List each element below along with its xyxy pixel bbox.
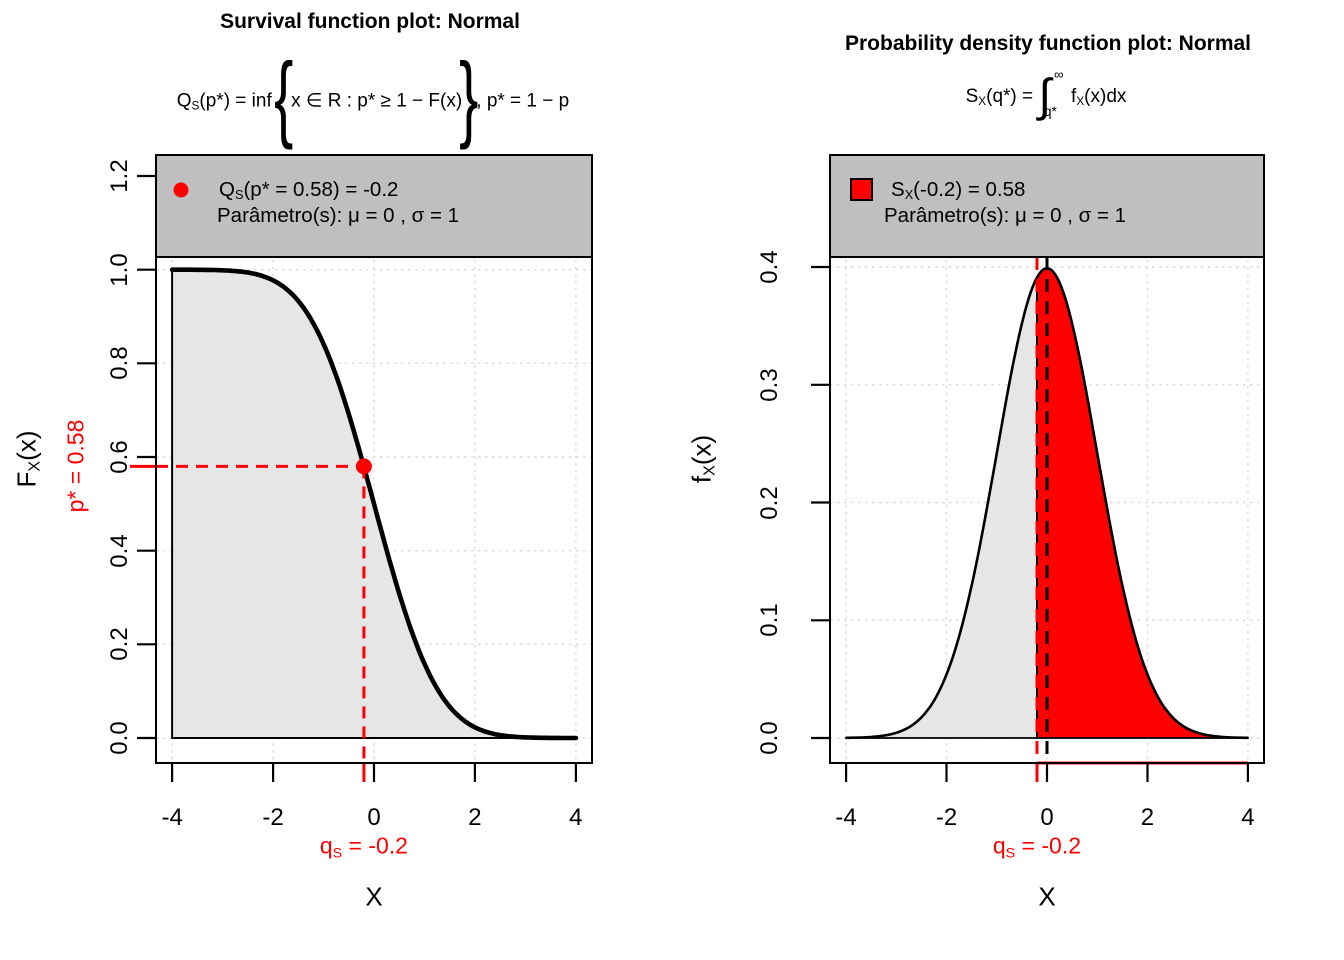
left-plot-formula: QS(p*) = inf {x ∈ R : p* ≥ 1 − F(x)}, p*… bbox=[176, 43, 570, 151]
left-y-tick-label: 1.2 bbox=[106, 159, 133, 193]
sub-token: X bbox=[978, 94, 987, 108]
legend-box bbox=[829, 154, 1265, 258]
intgrp-token: ∫ ∞ q* bbox=[1038, 67, 1071, 121]
sub-token: S bbox=[332, 845, 343, 862]
left-y-tick-label: 1.0 bbox=[106, 252, 133, 287]
text-token: S bbox=[965, 86, 979, 108]
text-token: (x) bbox=[686, 434, 717, 466]
intlims-token: ∞ q* bbox=[1044, 67, 1071, 121]
sub-token: S bbox=[1005, 845, 1016, 862]
left-plot-title: Survival function plot: Normal bbox=[220, 10, 520, 33]
text-token: q bbox=[992, 832, 1006, 859]
right-legend-entry: SX(-0.2) = 0.58 bbox=[891, 178, 1025, 202]
text-token: x ∈ R : p* ≥ 1 − F(x) bbox=[291, 90, 463, 112]
right-panel bbox=[811, 154, 1265, 782]
legend-point-marker bbox=[173, 182, 189, 198]
left-x-tick-label: 4 bbox=[569, 804, 583, 831]
right-y-tick-label: 0.0 bbox=[756, 721, 783, 755]
left-x-tick-label: 0 bbox=[367, 804, 381, 831]
text-token: (p* = 0.58) = -0.2 bbox=[243, 177, 399, 201]
right-y-tick-label: 0.2 bbox=[756, 485, 783, 520]
marked-point bbox=[355, 458, 372, 475]
left-x-tick-label: -2 bbox=[262, 804, 284, 831]
text-token: S bbox=[891, 177, 905, 201]
legend-area-marker bbox=[850, 178, 873, 201]
left-legend-parameters: Parâmetro(s): μ = 0 , σ = 1 bbox=[217, 204, 460, 227]
right-x-tick-label: 0 bbox=[1040, 804, 1054, 831]
left-x-tick-label: -4 bbox=[161, 804, 183, 831]
left-x-axis-label: X bbox=[365, 881, 383, 912]
sub-token: X bbox=[25, 460, 44, 472]
right-y-tick-label: 0.4 bbox=[756, 250, 783, 284]
right-x-tick-label: -4 bbox=[835, 804, 857, 831]
text-token: (-0.2) = 0.58 bbox=[913, 177, 1026, 201]
right-y-tick-label: 0.3 bbox=[756, 368, 783, 402]
text-token: (x) bbox=[11, 430, 42, 461]
intbot-token: q* bbox=[1044, 104, 1057, 119]
left-legend-entry: QS(p* = 0.58) = -0.2 bbox=[219, 178, 398, 202]
left-y-tick-label: 0.8 bbox=[106, 346, 133, 381]
right-plot-title: Probability density function plot: Norma… bbox=[844, 32, 1252, 55]
text-token: f bbox=[686, 475, 717, 484]
sub-token: X bbox=[700, 465, 719, 476]
right-y-tick-label: 0.1 bbox=[756, 603, 783, 637]
pdf-left-tail-fill bbox=[845, 277, 1038, 739]
text-token: f bbox=[1071, 86, 1077, 108]
survival-curve bbox=[169, 267, 579, 741]
right-x-tick-label: 2 bbox=[1140, 804, 1155, 831]
inttop-token: ∞ bbox=[1054, 67, 1064, 82]
left-y-axis-label: FX(x) bbox=[11, 431, 44, 488]
text-token: q bbox=[319, 832, 333, 859]
text-token: Q bbox=[219, 177, 235, 201]
text-token: = -0.2 bbox=[342, 832, 408, 859]
right-legend-parameters: Parâmetro(s): μ = 0 , σ = 1 bbox=[884, 204, 1127, 227]
sub-token: S bbox=[191, 99, 200, 113]
text-token: , p* = 1 − p bbox=[476, 90, 570, 112]
text-token: (x)dx bbox=[1084, 86, 1127, 108]
left-y-tick-label: 0.2 bbox=[106, 627, 133, 662]
text-token: (q*) = bbox=[986, 86, 1039, 108]
left-y-tick-label: 0.4 bbox=[106, 533, 133, 568]
left-x-tick-label: 2 bbox=[468, 804, 482, 831]
text-token: Q bbox=[176, 90, 192, 112]
right-x-axis-label: X bbox=[1038, 881, 1056, 912]
text-token: (p*) = inf bbox=[199, 90, 278, 112]
left-panel bbox=[130, 154, 593, 782]
right-quantile-annotation: qS = -0.2 bbox=[993, 833, 1081, 862]
sub-token: S bbox=[234, 187, 244, 203]
left-probability-annotation: p* = 0.58 bbox=[62, 420, 89, 513]
sub-token: X bbox=[1076, 94, 1085, 108]
left-y-tick-label: 0.6 bbox=[106, 440, 133, 474]
text-token: = -0.2 bbox=[1015, 832, 1082, 859]
right-plot-formula: SX(q*) = ∫ ∞ q* fX(x)dx bbox=[965, 67, 1127, 123]
left-quantile-annotation: qS = -0.2 bbox=[320, 833, 408, 862]
text-token: F bbox=[11, 471, 42, 488]
right-x-tick-label: -2 bbox=[935, 804, 958, 831]
right-y-axis-label: fX(x) bbox=[686, 435, 719, 483]
right-x-tick-label: 4 bbox=[1241, 804, 1255, 831]
sub-token: X bbox=[904, 187, 914, 203]
left-y-tick-label: 0.0 bbox=[106, 721, 133, 755]
